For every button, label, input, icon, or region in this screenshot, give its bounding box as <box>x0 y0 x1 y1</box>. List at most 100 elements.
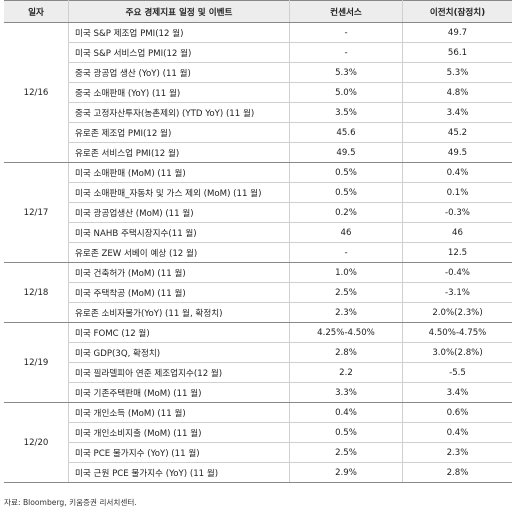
economic-calendar-table: 일자 주요 경제지표 일정 및 이벤트 컨센서스 이전치(잠정치) 12/16 미… <box>4 0 512 483</box>
consensus-cell: - <box>289 242 403 263</box>
previous-cell: 4.8% <box>402 82 512 103</box>
table-row: 미국 NAHB 주택시장지수(11 월) 46 46 <box>4 222 512 243</box>
event-cell: 미국 소매판매 (MoM) (11 월) <box>68 162 290 183</box>
consensus-cell: 0.5% <box>289 182 403 203</box>
table-row: 12/18 미국 건축허가 (MoM) (11 월) 1.0% -0.4% <box>4 262 512 323</box>
previous-cell: 46 <box>402 222 512 243</box>
event-cell: 미국 S&P 서비스업 PMI(12 월) <box>68 42 290 63</box>
header-event: 주요 경제지표 일정 및 이벤트 <box>68 0 290 23</box>
previous-cell: 45.2 <box>402 122 512 143</box>
header-date: 일자 <box>4 0 69 23</box>
table-row: 미국 개인소비지출 (MoM) (11 월) 0.5% 0.4% <box>4 422 512 443</box>
table-row: 미국 광공업생산 (MoM) (11 월) 0.2% -0.3% <box>4 202 512 223</box>
event-cell: 미국 S&P 제조업 PMI(12 월) <box>68 22 290 43</box>
event-cell: 미국 기존주택판매 (MoM) (11 월) <box>68 382 290 403</box>
event-cell: 미국 개인소비지출 (MoM) (11 월) <box>68 422 290 443</box>
previous-cell: -5.5 <box>402 362 512 383</box>
source-note: 자료: Bloomberg, 키움증권 리서치센터. <box>4 498 137 507</box>
previous-cell: 0.6% <box>402 402 512 423</box>
previous-cell: -0.4% <box>402 262 512 283</box>
table-row: 12/20 미국 개인소득 (MoM) (11 월) 0.4% 0.6% <box>4 402 512 483</box>
consensus-cell: 45.6 <box>289 122 403 143</box>
consensus-cell: 0.5% <box>289 422 403 443</box>
table-row: 중국 광공업 생산 (YoY) (11 월) 5.3% 5.3% <box>4 62 512 83</box>
consensus-cell: 2.2 <box>289 362 403 383</box>
table-row: 유로존 서비스업 PMI(12 월) 49.5 49.5 <box>4 142 512 163</box>
table-row: 중국 소매판매 (YoY) (11 월) 5.0% 4.8% <box>4 82 512 103</box>
header-consensus: 컨센서스 <box>289 0 403 23</box>
consensus-cell: 3.3% <box>289 382 403 403</box>
table-row: 미국 S&P 서비스업 PMI(12 월) -56.1 <box>4 42 512 63</box>
previous-cell: 3.4% <box>402 382 512 403</box>
event-cell: 미국 소매판매_자동차 및 가스 제외 (MoM) (11 월) <box>68 182 290 203</box>
table-row: 12/19 미국 FOMC (12 월) 4.25%-4.50% 4.50%-4.75… <box>4 322 512 403</box>
consensus-cell: 5.3% <box>289 62 403 83</box>
date-cell: 12/19 <box>4 322 69 403</box>
event-cell: 유로존 ZEW 서베이 예상 (12 월) <box>68 242 290 263</box>
date-cell: 12/16 <box>4 22 69 163</box>
event-cell: 중국 소매판매 (YoY) (11 월) <box>68 82 290 103</box>
previous-cell: 4.50%-4.75% <box>402 322 512 343</box>
table-row: 미국 GDP(3Q, 확정치) 2.8% 3.0%(2.8%) <box>4 342 512 363</box>
previous-cell: 49.7 <box>402 22 512 43</box>
event-cell: 유로존 서비스업 PMI(12 월) <box>68 142 290 163</box>
consensus-cell: - <box>289 42 403 63</box>
event-cell: 중국 고정자산투자(농촌제외) (YTD YoY) (11 월) <box>68 102 290 123</box>
previous-cell: 56.1 <box>402 42 512 63</box>
previous-cell: 2.8% <box>402 462 512 483</box>
consensus-cell: 3.5% <box>289 102 403 123</box>
event-cell: 미국 근원 PCE 물가지수 (YoY) (11 월) <box>68 462 290 483</box>
header-previous: 이전치(잠정치) <box>402 0 512 23</box>
consensus-cell: 49.5 <box>289 142 403 163</box>
consensus-cell: 0.4% <box>289 402 403 423</box>
previous-cell: 3.4% <box>402 102 512 123</box>
table-row: 유로존 소비자물가(YoY) (11 월, 확정치) 2.3% 2.0%(2.3%) <box>4 302 512 323</box>
previous-cell: 0.1% <box>402 182 512 203</box>
event-cell: 미국 건축허가 (MoM) (11 월) <box>68 262 290 283</box>
event-cell: 미국 주택착공 (MoM) (11 월) <box>68 282 290 303</box>
consensus-cell: 2.5% <box>289 442 403 463</box>
consensus-cell: 2.3% <box>289 302 403 323</box>
event-cell: 중국 광공업 생산 (YoY) (11 월) <box>68 62 290 83</box>
previous-cell: 5.3% <box>402 62 512 83</box>
event-cell: 유로존 소비자물가(YoY) (11 월, 확정치) <box>68 302 290 323</box>
event-cell: 미국 FOMC (12 월) <box>68 322 290 343</box>
event-cell: 미국 개인소득 (MoM) (11 월) <box>68 402 290 423</box>
previous-cell: 12.5 <box>402 242 512 263</box>
header-row: 일자 주요 경제지표 일정 및 이벤트 컨센서스 이전치(잠정치) <box>4 0 512 23</box>
table-row: 미국 필라델피아 연준 제조업지수(12 월) 2.2 -5.5 <box>4 362 512 383</box>
previous-cell: 0.4% <box>402 422 512 443</box>
table-row: 미국 주택착공 (MoM) (11 월) 2.5% -3.1% <box>4 282 512 303</box>
table-row: 미국 기존주택판매 (MoM) (11 월) 3.3% 3.4% <box>4 382 512 403</box>
table-row: 미국 소매판매_자동차 및 가스 제외 (MoM) (11 월) 0.5% 0.1% <box>4 182 512 203</box>
date-cell: 12/20 <box>4 402 69 483</box>
previous-cell: 2.3% <box>402 442 512 463</box>
previous-cell: 0.4% <box>402 162 512 183</box>
event-cell: 미국 NAHB 주택시장지수(11 월) <box>68 222 290 243</box>
consensus-cell: 46 <box>289 222 403 243</box>
table-body: 12/16 미국 S&P 제조업 PMI(12 월) -49.7 미국 S&P 서비스… <box>4 22 512 483</box>
table-row: 유로존 제조업 PMI(12 월) 45.6 45.2 <box>4 122 512 143</box>
event-cell: 미국 광공업생산 (MoM) (11 월) <box>68 202 290 223</box>
previous-cell: -0.3% <box>402 202 512 223</box>
date-cell: 12/17 <box>4 162 69 263</box>
table-row: 미국 근원 PCE 물가지수 (YoY) (11 월) 2.9% 2.8% <box>4 462 512 483</box>
consensus-cell: 2.9% <box>289 462 403 483</box>
consensus-cell: 0.5% <box>289 162 403 183</box>
previous-cell: 2.0%(2.3%) <box>402 302 512 323</box>
consensus-cell: 2.5% <box>289 282 403 303</box>
table-row: 미국 PCE 물가지수 (YoY) (11 월) 2.5% 2.3% <box>4 442 512 463</box>
consensus-cell: - <box>289 22 403 43</box>
date-cell: 12/18 <box>4 262 69 323</box>
consensus-cell: 4.25%-4.50% <box>289 322 403 343</box>
consensus-cell: 2.8% <box>289 342 403 363</box>
event-cell: 유로존 제조업 PMI(12 월) <box>68 122 290 143</box>
consensus-cell: 1.0% <box>289 262 403 283</box>
consensus-cell: 5.0% <box>289 82 403 103</box>
event-cell: 미국 필라델피아 연준 제조업지수(12 월) <box>68 362 290 383</box>
table-row: 12/17 미국 소매판매 (MoM) (11 월) 0.5% 0.4% <box>4 162 512 263</box>
previous-cell: 49.5 <box>402 142 512 163</box>
event-cell: 미국 PCE 물가지수 (YoY) (11 월) <box>68 442 290 463</box>
consensus-cell: 0.2% <box>289 202 403 223</box>
